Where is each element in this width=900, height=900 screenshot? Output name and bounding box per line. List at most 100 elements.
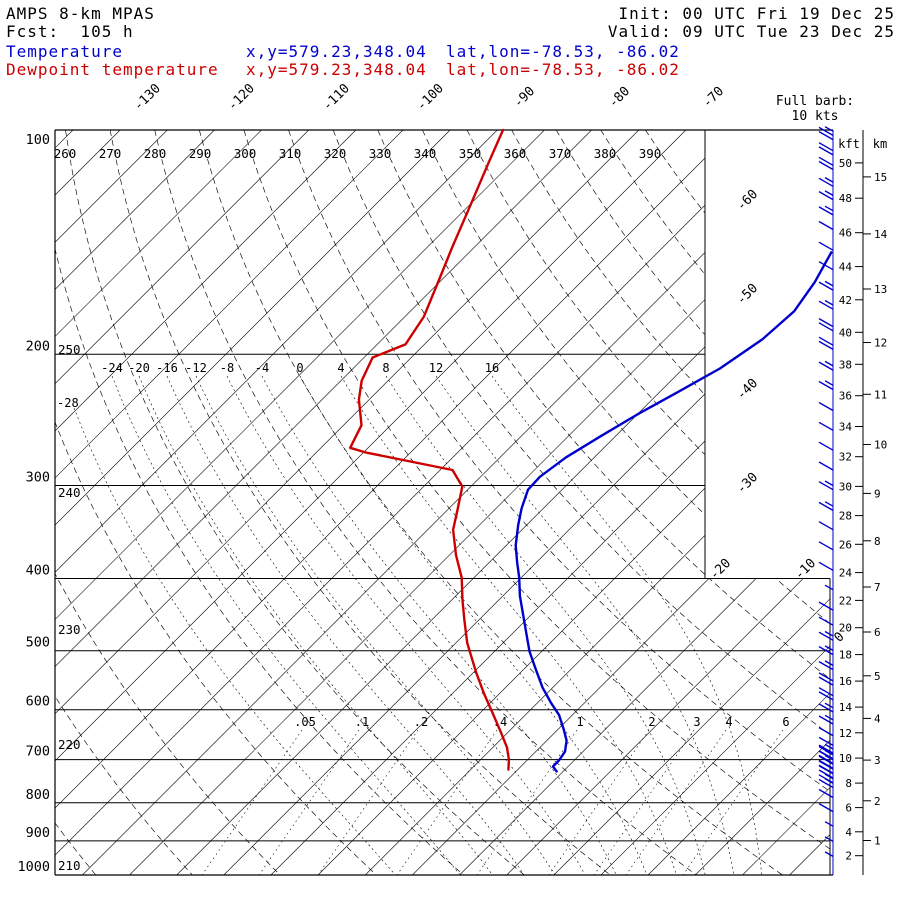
kft-label: 22: [839, 594, 852, 607]
barb-feather: [818, 481, 834, 491]
dry-adiabat: [332, 130, 830, 875]
km-label: 10: [874, 439, 887, 452]
kft-label: 20: [839, 622, 852, 635]
barb-feather: [818, 726, 834, 737]
dry-adiabat-label: 310: [279, 146, 302, 161]
temperature-latlon: lat,lon=-78.53, -86.02: [446, 42, 680, 61]
dry-adiabat-label: 260: [54, 146, 77, 161]
pressure-axis-label: 800: [26, 787, 50, 803]
barb-feather: [818, 241, 834, 251]
isotherm-line: [317, 130, 830, 875]
isotherm-line: [82, 130, 828, 875]
barb-half-feather: [824, 205, 834, 212]
pressure-axis-label: 400: [26, 563, 50, 579]
barb-half-feather: [824, 190, 834, 197]
init-time: Init: 00 UTC Fri 19 Dec 25: [618, 4, 895, 23]
model-title: AMPS 8-km MPAS: [6, 4, 155, 23]
kft-label: 42: [839, 294, 852, 307]
km-label: 4: [874, 712, 881, 725]
kft-label: 16: [839, 675, 852, 688]
isotherm-label: -120: [225, 81, 258, 114]
barb-feather: [818, 380, 834, 391]
barb-feather: [818, 421, 834, 431]
isotherm-label: -10: [792, 556, 819, 583]
isotherm-label: -50: [734, 281, 761, 308]
forecast-hour: Fcst: 105 h: [6, 22, 134, 41]
mixing-ratio-label: .4: [493, 715, 507, 729]
barb-half-feather: [824, 821, 834, 827]
dry-adiabat: [55, 130, 379, 875]
dry-adiabat: [377, 130, 830, 875]
barb-half-feather: [824, 754, 834, 761]
barb-feather: [818, 736, 834, 747]
barb-feather: [818, 765, 834, 775]
mixing-ratio-label: 3: [693, 715, 700, 729]
barb-half-feather: [824, 630, 834, 637]
dry-adiabat-label: 390: [639, 146, 662, 161]
pressure-axis-label: 100: [26, 132, 50, 148]
kft-label: 14: [839, 701, 853, 714]
barb-half-feather: [824, 501, 834, 507]
barb-feather: [818, 401, 834, 412]
dry-adiabat: [288, 130, 830, 875]
kft-label: 32: [839, 451, 852, 464]
dry-adiabat-label: 320: [324, 146, 347, 161]
dry-adiabat-label: 350: [459, 146, 482, 161]
km-label: 14: [874, 228, 888, 241]
isotherm-line: [0, 130, 26, 875]
barb-half-feather: [824, 299, 834, 306]
km-label: 9: [874, 487, 881, 500]
barb-legend-line2: 10 kts: [791, 109, 839, 124]
valid-time: Valid: 09 UTC Tue 23 Dec 25: [607, 22, 895, 41]
moist-adiabat: [226, 375, 585, 875]
isotherm-line: [129, 130, 830, 875]
barb-feather: [818, 177, 834, 187]
dry-adiabat: [65, 130, 527, 875]
barb-feather: [818, 441, 834, 451]
kft-label: 24: [839, 567, 853, 580]
kft-label: 46: [839, 227, 852, 240]
pressure-axis-label: 700: [26, 744, 50, 760]
km-label: 12: [874, 336, 887, 349]
barb-feather: [818, 601, 834, 611]
dry-adiabat-label: 240: [58, 485, 81, 500]
km-label: 11: [874, 388, 887, 401]
mixing-ratio-label: 4: [725, 715, 732, 729]
moist-adiabat-label: -28: [57, 396, 79, 410]
isotherm-line: [55, 130, 687, 875]
kft-label: 38: [839, 358, 852, 371]
barb-feather: [818, 220, 834, 231]
kft-label: 10: [839, 752, 852, 765]
dewpoint-latlon: lat,lon=-78.53, -86.02: [446, 60, 680, 79]
pressure-axis-label: 600: [26, 694, 50, 710]
isotherm-label: -130: [131, 81, 164, 114]
barb-half-feather: [824, 480, 834, 487]
isotherm-label: -110: [320, 81, 353, 114]
wind-barbs: [818, 126, 834, 875]
isotherm-line: [55, 130, 357, 875]
barb-feather: [818, 672, 834, 682]
isotherm-line: [459, 130, 830, 875]
dry-adiabat-label: 230: [58, 622, 81, 637]
kft-label: 18: [839, 649, 852, 662]
temperature-trace: [514, 251, 833, 773]
isotherm-label: -70: [700, 84, 727, 111]
isotherm-line: [55, 130, 309, 875]
barb-feather: [818, 744, 834, 754]
barb-feather: [818, 715, 834, 725]
kft-label: 2: [845, 850, 852, 863]
kft-label: 4: [845, 826, 852, 839]
moist-adiabat: [299, 375, 647, 875]
moist-adiabat-label: 0: [296, 361, 303, 375]
moist-adiabat-label: -12: [185, 361, 207, 375]
mixing-ratio-label: 1: [576, 715, 583, 729]
moist-adiabat-label: -4: [255, 361, 269, 375]
barb-half-feather: [824, 714, 834, 721]
dry-adiabat-label: 300: [234, 146, 257, 161]
barb-half-feather: [824, 280, 834, 287]
barb-feather: [818, 340, 834, 351]
barb-half-feather: [824, 645, 834, 652]
barb-half-feather: [824, 126, 834, 132]
barb-feather: [818, 190, 834, 201]
